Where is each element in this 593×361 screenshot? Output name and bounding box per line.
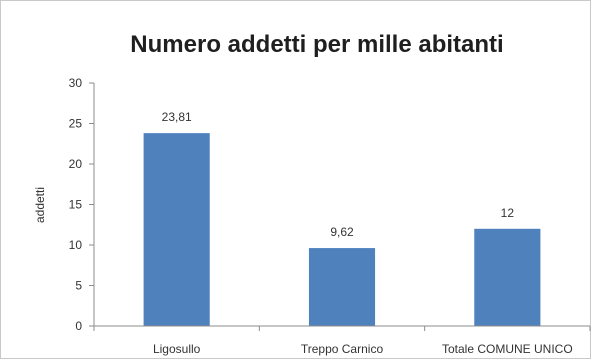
- y-tick-label: 30: [69, 76, 83, 90]
- y-tick-label: 0: [75, 319, 82, 333]
- data-label: 23,81: [162, 110, 192, 124]
- bars: [143, 133, 541, 326]
- bar-ligosullo: [143, 133, 210, 326]
- y-axis-ticks: 0 5 10 15 20 25 30: [69, 76, 94, 333]
- bar-totale-comune-unico: [474, 228, 541, 326]
- category-label: Totale COMUNE UNICO: [442, 342, 573, 356]
- y-tick-label: 10: [69, 238, 83, 252]
- data-label: 9,62: [330, 225, 354, 239]
- category-labels: Ligosullo Treppo Carnico Totale COMUNE UNI…: [153, 342, 573, 356]
- y-axis-title: addetti: [33, 187, 47, 223]
- y-tick-label: 15: [69, 198, 83, 212]
- category-label: Ligosullo: [153, 342, 201, 356]
- y-tick-label: 20: [69, 157, 83, 171]
- category-label: Treppo Carnico: [301, 342, 384, 356]
- y-tick-label: 5: [75, 279, 82, 293]
- data-label: 12: [501, 206, 515, 220]
- bar-treppo-carnico: [308, 248, 376, 326]
- x-axis-ticks: [93, 326, 591, 331]
- data-labels: 23,81 9,62 12: [162, 110, 515, 239]
- chart-title: Numero addetti per mille abitanti: [130, 31, 503, 58]
- y-tick-label: 25: [69, 117, 83, 131]
